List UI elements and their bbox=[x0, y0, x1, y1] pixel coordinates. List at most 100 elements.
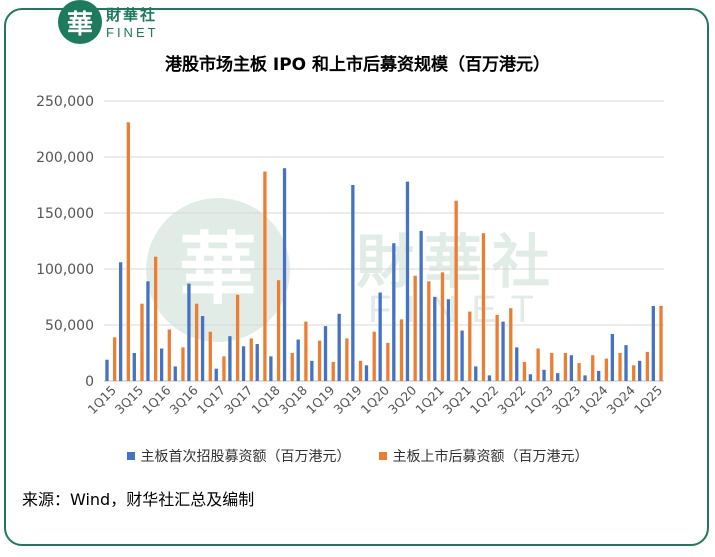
bar-post-ipo bbox=[509, 308, 513, 381]
bar-post-ipo bbox=[372, 331, 376, 381]
x-tick-label: 1Q22 bbox=[467, 383, 501, 417]
watermark: 華 財華社 FINET bbox=[146, 198, 560, 342]
legend-item-ipo: 主板首次招股募资额（百万港元） bbox=[126, 446, 351, 466]
bar-ipo bbox=[351, 185, 355, 381]
bar-ipo bbox=[583, 375, 587, 381]
bar-ipo bbox=[515, 347, 519, 381]
bar-ipo bbox=[528, 374, 533, 381]
y-tick-label: 250,000 bbox=[36, 94, 94, 110]
bar-ipo bbox=[405, 181, 410, 381]
bar-ipo bbox=[214, 368, 218, 381]
watermark-cn: 財華社 bbox=[356, 228, 560, 296]
logo-cn: 財華社 bbox=[106, 6, 158, 24]
bar-post-ipo bbox=[591, 355, 595, 381]
bars bbox=[105, 122, 663, 381]
bar-ipo bbox=[624, 345, 628, 381]
x-tick-label: 3Q23 bbox=[549, 383, 583, 417]
bar-ipo bbox=[433, 297, 437, 381]
bar-post-ipo bbox=[604, 358, 609, 381]
bar-post-ipo bbox=[304, 321, 308, 381]
bar-ipo bbox=[446, 299, 451, 381]
bar-post-ipo bbox=[345, 338, 349, 381]
x-tick-label: 3Q22 bbox=[494, 383, 528, 417]
x-tick-label: 1Q25 bbox=[631, 383, 665, 417]
x-tick-label: 3Q24 bbox=[604, 382, 638, 416]
y-axis: 0 50,000 100,000 150,000 200,000 250,000 bbox=[36, 94, 94, 390]
bar-post-ipo bbox=[399, 319, 404, 381]
logo-glyph: 華 bbox=[66, 9, 93, 40]
bar-ipo bbox=[651, 305, 655, 381]
watermark-glyph: 華 bbox=[179, 225, 257, 315]
bar-post-ipo bbox=[208, 331, 212, 381]
x-axis: 1Q153Q151Q163Q161Q173Q171Q183Q181Q193Q19… bbox=[85, 382, 666, 416]
bar-ipo bbox=[638, 360, 642, 381]
source-note: 来源：Wind，财华社汇总及编制 bbox=[22, 490, 255, 509]
legend-swatch-post bbox=[378, 452, 387, 460]
x-tick-label: 1Q16 bbox=[139, 382, 173, 416]
legend-label-post: 主板上市后募资额（百万港元） bbox=[392, 449, 589, 465]
x-tick-label: 3Q16 bbox=[166, 382, 200, 416]
bar-post-ipo bbox=[222, 356, 226, 381]
bar-post-ipo bbox=[181, 347, 185, 381]
bar-ipo bbox=[392, 243, 396, 381]
logo-en: FINET bbox=[106, 25, 159, 40]
logo-mark: 華 bbox=[58, 0, 102, 44]
bar-post-ipo bbox=[427, 281, 431, 381]
x-tick-label: 1Q17 bbox=[194, 383, 228, 417]
bar-post-ipo bbox=[276, 280, 281, 381]
bar-post-ipo bbox=[126, 122, 130, 381]
bar-post-ipo bbox=[577, 363, 581, 381]
bar-post-ipo bbox=[331, 361, 335, 381]
bar-post-ipo bbox=[317, 340, 322, 381]
bar-post-ipo bbox=[290, 353, 294, 381]
bar-post-ipo bbox=[263, 171, 267, 381]
bar-post-ipo bbox=[113, 337, 117, 381]
bar-ipo bbox=[282, 168, 287, 381]
bar-ipo bbox=[542, 369, 546, 381]
bar-ipo bbox=[173, 366, 177, 381]
bar-ipo bbox=[269, 356, 273, 381]
bar-ipo bbox=[460, 330, 464, 381]
x-tick-label: 3Q20 bbox=[385, 382, 419, 416]
bar-ipo bbox=[255, 344, 259, 381]
y-tick-label: 0 bbox=[85, 374, 94, 390]
bar-post-ipo bbox=[440, 272, 445, 381]
bar-ipo bbox=[610, 333, 614, 381]
logo-text: 財華社 FINET bbox=[106, 6, 159, 40]
y-tick-label: 100,000 bbox=[36, 262, 94, 278]
bar-ipo bbox=[569, 355, 574, 381]
bar-ipo bbox=[597, 370, 601, 381]
bar-post-ipo bbox=[154, 256, 158, 381]
bar-post-ipo bbox=[358, 360, 363, 381]
bar-post-ipo bbox=[659, 305, 663, 381]
x-tick-label: 1Q19 bbox=[303, 382, 337, 416]
bar-post-ipo bbox=[563, 353, 568, 381]
bar-post-ipo bbox=[235, 294, 240, 381]
bar-ipo bbox=[364, 365, 369, 381]
bar-ipo bbox=[487, 375, 492, 381]
bar-post-ipo bbox=[536, 348, 540, 381]
legend-swatch-ipo bbox=[126, 452, 135, 460]
x-tick-label: 1Q18 bbox=[248, 382, 282, 416]
bar-post-ipo bbox=[140, 303, 144, 381]
bar-post-ipo bbox=[481, 233, 486, 381]
bar-post-ipo bbox=[618, 353, 622, 381]
bar-ipo bbox=[118, 262, 123, 381]
bar-post-ipo bbox=[454, 200, 458, 381]
bar-ipo bbox=[187, 283, 191, 381]
y-tick-label: 50,000 bbox=[45, 318, 94, 334]
bar-ipo bbox=[501, 321, 505, 381]
bar-ipo bbox=[105, 359, 109, 381]
bar-post-ipo bbox=[194, 303, 199, 381]
bar-ipo bbox=[556, 373, 560, 381]
x-tick-label: 1Q23 bbox=[522, 383, 556, 417]
bar-post-ipo bbox=[249, 338, 253, 381]
bar-ipo bbox=[228, 336, 232, 381]
y-tick-label: 200,000 bbox=[36, 150, 94, 166]
bar-ipo bbox=[419, 230, 423, 381]
x-tick-label: 1Q24 bbox=[576, 382, 610, 416]
bar-ipo bbox=[241, 346, 246, 381]
bar-ipo bbox=[296, 339, 300, 381]
x-tick-label: 3Q21 bbox=[440, 383, 474, 417]
